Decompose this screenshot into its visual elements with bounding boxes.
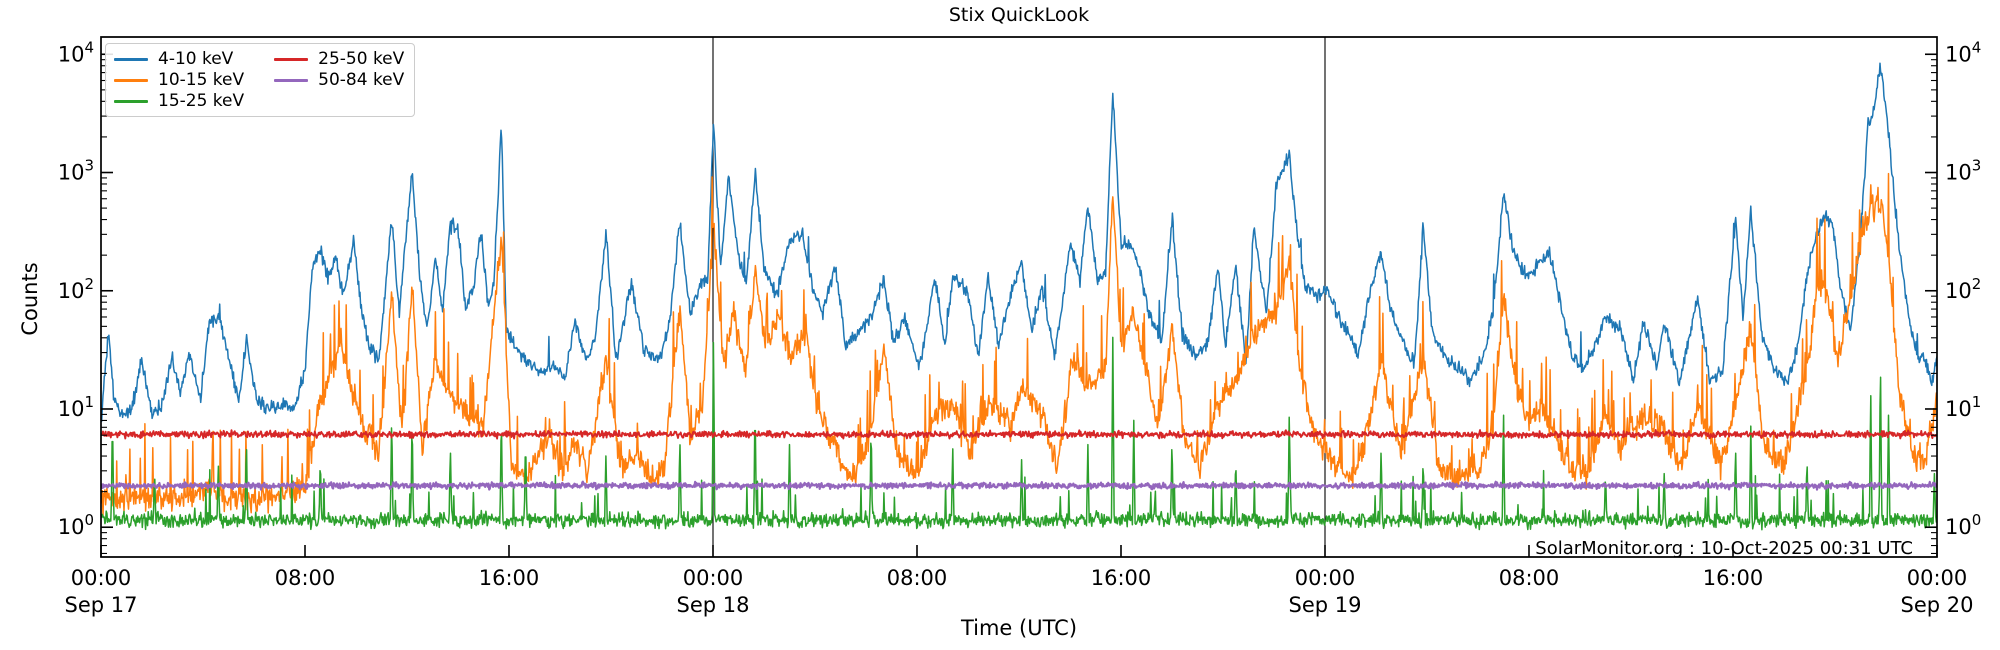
legend-line-sample [114,57,148,61]
legend-line-sample [274,78,309,82]
legend-entry-15-25-kev: 15-25 keV [114,91,245,111]
x-tick-time-label: 00:00 [1907,566,1968,590]
series-line-4-10-kev [101,62,1937,422]
x-tick-time-label: 00:00 [683,566,744,590]
y-tick-label: 103 [58,157,94,185]
y-tick-label: 102 [1945,275,1981,303]
series-line-10-15-kev [101,172,1937,517]
legend-entry-4-10-kev: 4-10 keV [114,49,244,69]
x-axis-label: Time (UTC) [960,616,1078,640]
x-tick-time-label: 16:00 [1091,566,1152,590]
x-tick-time-label: 08:00 [1499,566,1560,590]
y-tick-label: 101 [1945,393,1981,421]
legend-entry-50-84-kev: 50-84 keV [274,70,405,90]
y-tick-label: 103 [1945,157,1981,185]
watermark-text: SolarMonitor.org : 10-Oct-2025 00:31 UTC [1535,538,1913,559]
x-tick-time-label: 00:00 [1295,566,1356,590]
legend-label: 10-15 keV [158,70,245,90]
legend-label: 15-25 keV [158,91,245,111]
y-tick-label: 102 [58,275,94,303]
series-line-15-25-kev [101,336,1937,531]
legend-line-sample [114,99,148,103]
x-tick-time-label: 08:00 [275,566,336,590]
legend-line-sample [274,57,309,61]
legend: 4-10 keV 10-15 keV 15-25 keV 25-50 keV 50-8… [105,43,416,117]
series-line-50-84-kev [101,480,1937,491]
y-tick-label: 101 [58,393,94,421]
x-tick-date-label: Sep 20 [1901,593,1974,617]
y-tick-label: 104 [58,38,94,66]
legend-label: 4-10 keV [158,49,234,69]
x-tick-time-label: 08:00 [887,566,948,590]
y-tick-label: 100 [1945,511,1981,539]
legend-entry-25-50-kev: 25-50 keV [274,49,405,69]
x-tick-date-label: Sep 17 [65,593,138,617]
x-tick-date-label: Sep 18 [677,593,750,617]
x-tick-time-label: 16:00 [1703,566,1764,590]
x-tick-time-label: 00:00 [71,566,132,590]
y-tick-label: 100 [58,511,94,539]
legend-entry-10-15-kev: 10-15 keV [114,70,245,90]
legend-label: 50-84 keV [318,70,405,90]
chart-title: Stix QuickLook [948,4,1090,26]
legend-column-2: 25-50 keV 50-84 keV [274,49,405,110]
y-axis-label: Counts [18,262,42,336]
legend-line-sample [114,78,148,82]
legend-column-1: 4-10 keV 10-15 keV 15-25 keV [114,49,245,111]
y-tick-label: 104 [1945,38,1981,66]
axis-ticks [100,53,1938,557]
x-tick-time-label: 16:00 [479,566,540,590]
legend-label: 25-50 keV [318,49,405,69]
x-tick-date-label: Sep 19 [1289,593,1362,617]
series-line-25-50-kev [101,429,1937,440]
